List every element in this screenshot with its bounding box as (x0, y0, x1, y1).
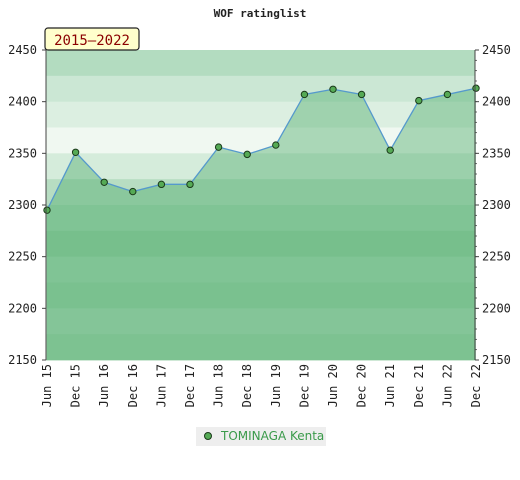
x-tick-label: Dec 15 (69, 364, 83, 407)
x-tick-label: Dec 19 (297, 364, 311, 407)
grid-band (46, 308, 475, 335)
x-tick-label: Jun 22 (440, 364, 454, 407)
y-axis-left: 2150 2200 2250 2300 2350 2400 2450 (8, 43, 37, 367)
data-point[interactable] (100, 178, 108, 186)
x-axis: Jun 15 Dec 15 Jun 16 Dec 16 Jun 17 Dec 17 Jun … (40, 364, 483, 407)
x-tick-label: Jun 19 (269, 364, 283, 407)
grid-band (46, 205, 475, 232)
legend[interactable]: TOMINAGA Kenta (196, 427, 326, 446)
x-tick-label: Dec 21 (412, 364, 426, 407)
x-tick-label: Jun 15 (40, 364, 54, 407)
grid-band (46, 230, 475, 258)
data-point[interactable] (386, 146, 394, 154)
series-area (47, 88, 476, 360)
data-point[interactable] (214, 143, 223, 151)
grid-band (46, 179, 475, 206)
data-point[interactable] (300, 90, 309, 99)
data-point[interactable] (472, 84, 480, 92)
data-point[interactable] (272, 141, 280, 149)
y-tick-label-right: 2200 (482, 301, 511, 315)
data-point[interactable] (243, 150, 251, 159)
x-tick-label: Jun 20 (326, 364, 340, 407)
series-line-group (46, 87, 477, 211)
data-points (43, 84, 480, 214)
data-point[interactable] (71, 148, 80, 157)
grid-band (46, 334, 475, 361)
data-point[interactable] (129, 187, 137, 196)
grid-band (46, 75, 475, 103)
y-axis-right: 2150 2200 2250 2300 2350 2400 2450 (482, 43, 511, 367)
y-tick-label-right: 2350 (482, 146, 511, 160)
x-tick-label: Dec 17 (183, 364, 197, 407)
period-badge: 2015–2022 (44, 27, 140, 51)
y-tick-label-right: 2300 (482, 198, 511, 212)
series-line (46, 87, 477, 211)
x-tick-label: Dec 16 (126, 364, 140, 407)
x-tick-label: Dec 18 (240, 364, 254, 407)
legend-series-name: TOMINAGA Kenta (220, 429, 324, 443)
data-point[interactable] (443, 90, 452, 99)
x-tick-label: Jun 21 (383, 364, 397, 407)
y-tick-label-right: 2400 (482, 95, 511, 109)
grid-band (46, 282, 475, 309)
period-badge-label: 2015–2022 (54, 33, 130, 49)
y-tick-label-left: 2300 (8, 198, 37, 212)
x-tick-label: Jun 17 (154, 364, 168, 407)
data-point[interactable] (415, 96, 423, 105)
y-tick-marks (42, 49, 479, 361)
y-tick-label-left: 2150 (8, 353, 37, 367)
data-point[interactable] (157, 180, 166, 189)
y-tick-label-left: 2400 (8, 95, 37, 109)
area-fill (47, 88, 476, 360)
chart-title: WOF ratinglist (214, 7, 307, 20)
legend-marker (204, 432, 212, 440)
x-tick-label: Dec 22 (469, 364, 483, 407)
data-point[interactable] (43, 206, 51, 214)
y-tick-label-left: 2200 (8, 301, 37, 315)
y-tick-label-left: 2250 (8, 250, 37, 264)
grid-band (46, 153, 475, 180)
background-bands (46, 50, 475, 361)
data-point[interactable] (329, 85, 337, 93)
grid-band (46, 256, 475, 283)
y-tick-label-left: 2450 (8, 43, 37, 57)
y-tick-label-left: 2350 (8, 146, 37, 160)
data-point[interactable] (357, 90, 366, 99)
grid-band (46, 101, 475, 128)
y-tick-label-right: 2150 (482, 353, 511, 367)
x-tick-label: Dec 20 (355, 364, 369, 407)
data-point[interactable] (186, 180, 194, 189)
grid-band (46, 50, 475, 77)
y-tick-label-right: 2250 (482, 250, 511, 264)
x-tick-label: Jun 16 (97, 364, 111, 407)
y-tick-label-right: 2450 (482, 43, 511, 57)
x-tick-label: Jun 18 (212, 364, 226, 407)
